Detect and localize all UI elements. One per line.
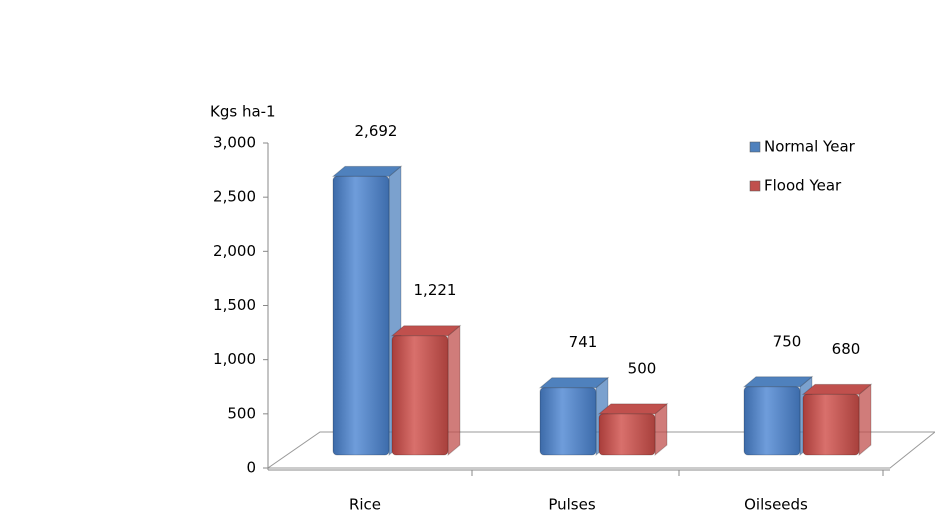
bar-face xyxy=(391,335,449,456)
bar xyxy=(390,324,462,457)
bar xyxy=(597,402,669,457)
y-tick-label: 2,500 xyxy=(213,188,256,206)
y-tick-label: 3,000 xyxy=(213,134,256,152)
value-label: 750 xyxy=(773,332,802,350)
bar-face xyxy=(538,377,610,389)
bar-face xyxy=(801,383,873,395)
bar-face xyxy=(802,393,860,456)
value-label: 2,692 xyxy=(355,122,398,140)
value-label: 741 xyxy=(569,333,598,351)
y-tick-label: 1,000 xyxy=(213,350,256,368)
value-label: 500 xyxy=(628,359,657,377)
bar-face xyxy=(332,175,390,456)
bar-face xyxy=(742,376,814,388)
x-tick-label: Rice xyxy=(349,496,381,514)
bar-face xyxy=(447,324,461,457)
value-label: 1,221 xyxy=(414,281,457,299)
x-tick-label: Oilseeds xyxy=(744,496,808,514)
y-tick-label: 2,000 xyxy=(213,242,256,260)
y-tick-label: 1,500 xyxy=(213,296,256,314)
x-tick-label: Pulses xyxy=(548,496,595,514)
legend-swatch xyxy=(749,180,761,192)
legend-label: Flood Year xyxy=(764,177,842,195)
bar-face xyxy=(858,383,872,457)
bar-face xyxy=(539,387,597,456)
legend-swatch xyxy=(749,141,761,153)
bar-face xyxy=(331,165,403,177)
floor xyxy=(266,431,935,469)
bar-face xyxy=(743,386,801,456)
bar-face xyxy=(598,413,656,456)
bar-face xyxy=(390,325,462,337)
y-axis-label: Kgs ha-1 xyxy=(210,103,276,121)
bar-face xyxy=(597,403,669,415)
bar xyxy=(538,376,610,457)
legend-label: Normal Year xyxy=(764,138,856,156)
y-tick-label: 500 xyxy=(227,404,256,422)
value-label: 680 xyxy=(832,340,861,358)
bar xyxy=(801,383,873,457)
y-tick-label: 0 xyxy=(246,459,256,477)
bar xyxy=(331,165,403,457)
bar xyxy=(742,375,814,457)
